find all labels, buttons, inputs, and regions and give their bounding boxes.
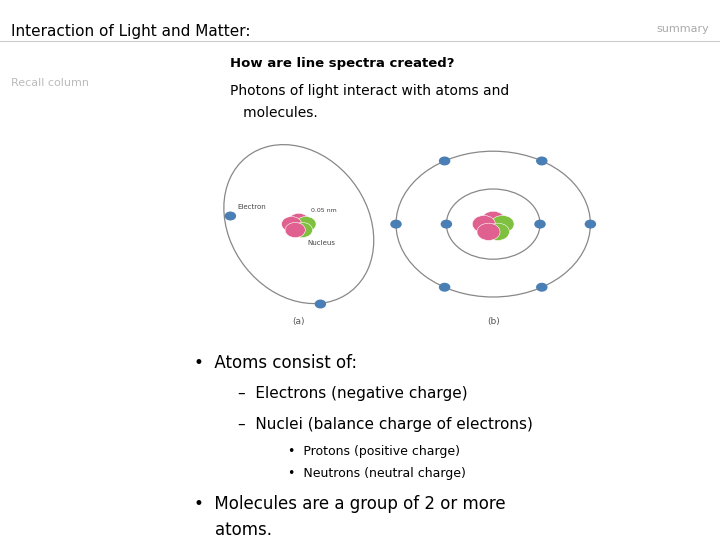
Circle shape xyxy=(535,220,545,228)
Text: •  Molecules are a group of 2 or more: • Molecules are a group of 2 or more xyxy=(194,495,506,513)
Text: •  Neutrons (neutral charge): • Neutrons (neutral charge) xyxy=(288,467,466,480)
Text: •  Protons (positive charge): • Protons (positive charge) xyxy=(288,446,460,458)
Text: (b): (b) xyxy=(487,317,500,326)
Text: Nucleus: Nucleus xyxy=(307,240,336,246)
Text: Recall column: Recall column xyxy=(11,78,89,89)
Text: •  Atoms consist of:: • Atoms consist of: xyxy=(194,354,358,372)
Circle shape xyxy=(315,300,325,308)
Text: Photons of light interact with atoms and: Photons of light interact with atoms and xyxy=(230,84,510,98)
Circle shape xyxy=(391,220,401,228)
Text: Interaction of Light and Matter:: Interaction of Light and Matter: xyxy=(11,24,251,39)
Text: How are line spectra created?: How are line spectra created? xyxy=(230,57,455,70)
Circle shape xyxy=(285,222,305,238)
Text: (a): (a) xyxy=(292,317,305,326)
Circle shape xyxy=(482,211,505,228)
Text: Electron: Electron xyxy=(238,204,266,210)
Circle shape xyxy=(439,157,449,165)
Circle shape xyxy=(537,284,547,291)
Circle shape xyxy=(282,217,302,232)
Text: –  Nuclei (balance charge of electrons): – Nuclei (balance charge of electrons) xyxy=(238,417,533,432)
Text: 0.05 nm: 0.05 nm xyxy=(311,208,337,213)
Text: –  Electrons (negative charge): – Electrons (negative charge) xyxy=(238,386,467,401)
Circle shape xyxy=(441,220,451,228)
Circle shape xyxy=(491,215,514,233)
Text: atoms.: atoms. xyxy=(194,521,272,539)
Circle shape xyxy=(585,220,595,228)
Circle shape xyxy=(537,157,547,165)
Circle shape xyxy=(477,223,500,240)
Circle shape xyxy=(296,217,316,232)
Text: molecules.: molecules. xyxy=(230,106,318,120)
Circle shape xyxy=(225,212,235,220)
Circle shape xyxy=(292,222,312,238)
Circle shape xyxy=(487,223,510,240)
Text: summary: summary xyxy=(657,24,709,35)
Circle shape xyxy=(439,284,449,291)
Circle shape xyxy=(289,213,309,228)
Circle shape xyxy=(472,215,495,233)
